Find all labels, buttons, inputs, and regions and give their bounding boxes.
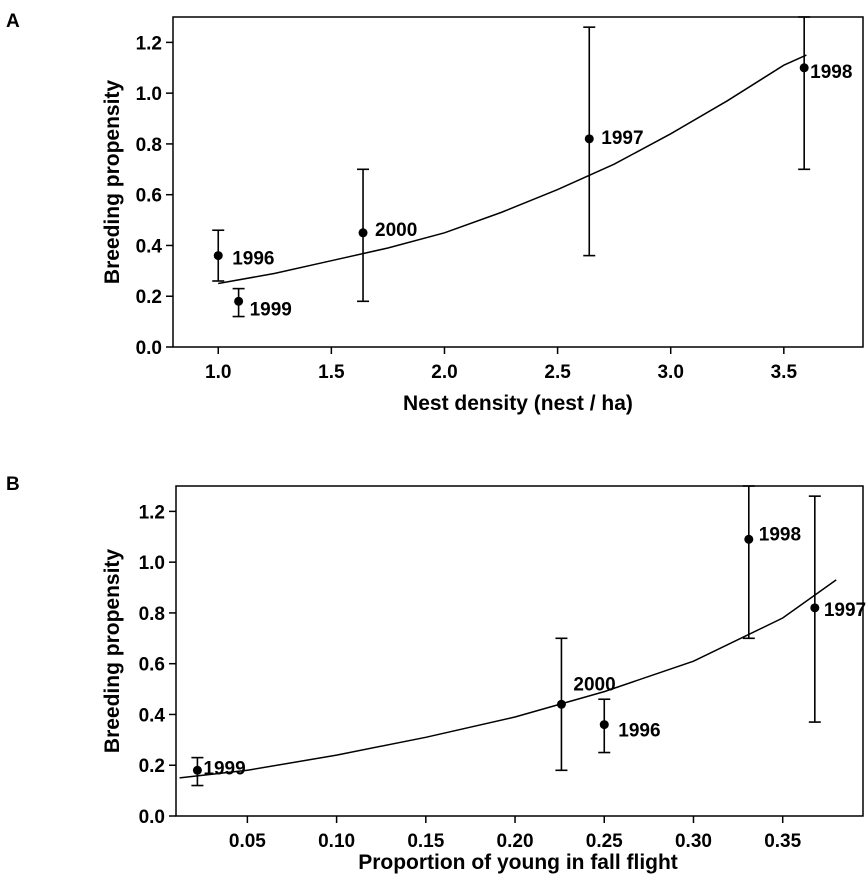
data-point-1997: 1997 bbox=[583, 26, 644, 257]
panel-b-y-tick-label: 0.4 bbox=[139, 705, 166, 726]
panel-b-y-axis-title: Breeding propensity bbox=[101, 549, 124, 754]
point-marker bbox=[744, 534, 754, 544]
panel-a-x-tick-label: 1.5 bbox=[318, 362, 345, 383]
point-marker bbox=[584, 134, 594, 144]
panel-b-x-tick-label: 0.10 bbox=[318, 831, 355, 852]
data-point-1999: 1999 bbox=[191, 756, 246, 787]
panel-b-y-tick-label: 1.2 bbox=[139, 502, 165, 523]
panel-b-letter: B bbox=[6, 474, 20, 495]
point-label: 2000 bbox=[375, 220, 417, 241]
point-marker bbox=[358, 228, 368, 238]
panel-a-y-tick-label: 1.0 bbox=[136, 84, 162, 105]
point-label: 1996 bbox=[618, 721, 660, 742]
panel-a-x-tick-label: 3.0 bbox=[657, 362, 683, 383]
point-marker bbox=[234, 296, 244, 306]
panel-b-x-tick-label: 0.15 bbox=[407, 831, 444, 852]
panel-b-x-tick-label: 0.30 bbox=[675, 831, 712, 852]
point-label: 1996 bbox=[232, 249, 274, 270]
panel-a-x-axis-title: Nest density (nest / ha) bbox=[403, 392, 633, 415]
point-label: 1997 bbox=[824, 600, 866, 621]
point-marker bbox=[599, 720, 609, 730]
point-marker bbox=[192, 765, 202, 775]
data-point-1999: 1999 bbox=[232, 287, 292, 320]
panel-a-y-axis-title: Breeding propensity bbox=[101, 80, 124, 285]
panel-b-y-tick-label: 0.8 bbox=[139, 604, 165, 625]
panel-b-points: 1999 2000 1996 1998 1997 bbox=[191, 485, 866, 787]
point-label: 1997 bbox=[601, 128, 643, 149]
point-label: 1998 bbox=[810, 62, 852, 83]
panel-b-y-tick-label: 1.0 bbox=[139, 553, 165, 574]
panel-a-plot-frame bbox=[172, 16, 864, 348]
panel-b-x-tick-label: 0.20 bbox=[497, 831, 534, 852]
data-point-1996: 1996 bbox=[212, 229, 275, 282]
point-label: 1998 bbox=[759, 524, 801, 545]
panel-b-y-tick-label: 0.0 bbox=[139, 807, 165, 828]
data-point-1998: 1998 bbox=[798, 16, 852, 171]
panel-b-ticks: 0.05 0.10 0.15 0.20 0.25 0.30 0.35 0.0 0.2 0.4 0.6… bbox=[139, 502, 802, 852]
panel-a-points: 1996 1999 2000 1997 1998 bbox=[212, 16, 852, 320]
panel-b: B 0.05 0.10 0.15 0.20 0.25 0.30 0.350.00.20.40… bbox=[6, 474, 866, 874]
panel-a-letter: A bbox=[6, 11, 20, 32]
point-label: 1999 bbox=[250, 299, 292, 320]
panel-b-x-tick-label: 0.05 bbox=[229, 831, 266, 852]
panel-a-x-tick-label: 2.5 bbox=[544, 362, 571, 383]
panel-a: A 1.0 1.5 2.0 2.5 3.0 3.50.00.20.40.60.81.01.… bbox=[6, 11, 864, 415]
data-point-2000: 2000 bbox=[357, 168, 417, 303]
panel-a-y-tick-label: 1.2 bbox=[136, 33, 162, 54]
panel-a-ticks: 1.0 1.5 2.0 2.5 3.0 3.5 0.0 0.2 0.4 0.6 0.8 1.0 1.2 bbox=[136, 33, 798, 383]
point-marker bbox=[810, 603, 820, 613]
data-point-1997: 1997 bbox=[808, 495, 866, 723]
panel-a-fit-curve bbox=[218, 54, 807, 285]
panel-a-y-tick-label: 0.0 bbox=[136, 338, 162, 359]
point-label: 1999 bbox=[203, 758, 245, 779]
panel-a-x-tick-label: 1.0 bbox=[205, 362, 231, 383]
panel-a-y-tick-label: 0.8 bbox=[136, 135, 162, 156]
panel-b-x-axis-title: Proportion of young in fall flight bbox=[358, 851, 678, 874]
panel-b-y-tick-label: 0.6 bbox=[139, 655, 165, 676]
panel-b-fit-curve bbox=[179, 579, 837, 779]
panel-b-y-tick-label: 0.2 bbox=[139, 756, 165, 777]
panel-a-y-tick-label: 0.4 bbox=[136, 236, 163, 257]
data-point-1996: 1996 bbox=[598, 698, 661, 754]
data-point-2000: 2000 bbox=[555, 637, 616, 772]
point-marker bbox=[213, 251, 223, 261]
panel-a-x-tick-label: 2.0 bbox=[431, 362, 457, 383]
panel-a-y-tick-label: 0.6 bbox=[136, 186, 162, 207]
data-point-1998: 1998 bbox=[742, 485, 801, 640]
panel-b-plot-frame bbox=[175, 485, 864, 817]
panel-b-x-tick-label: 0.35 bbox=[764, 831, 801, 852]
panel-a-y-tick-label: 0.2 bbox=[136, 287, 162, 308]
panel-b-x-tick-label: 0.25 bbox=[586, 831, 623, 852]
point-label: 2000 bbox=[573, 674, 615, 695]
point-marker bbox=[556, 699, 566, 709]
point-marker bbox=[799, 63, 809, 73]
panel-a-x-tick-label: 3.5 bbox=[771, 362, 798, 383]
